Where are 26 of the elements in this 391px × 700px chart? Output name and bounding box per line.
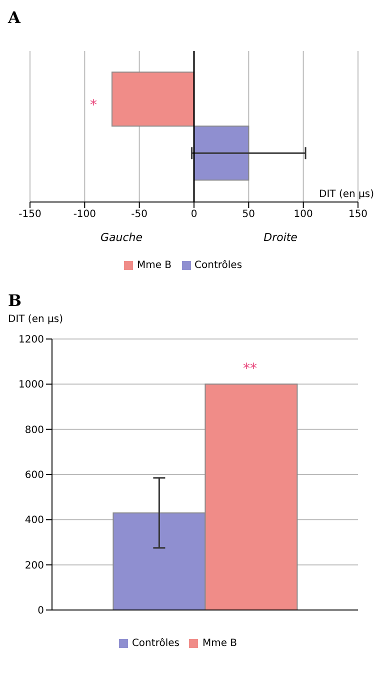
text: Droite — [264, 231, 298, 244]
legend-label: Contrôles — [132, 638, 180, 649]
x-tick-label: 150 — [348, 209, 368, 220]
x-axis-title: DIT (en µs) — [319, 189, 374, 200]
chart-title: A — [8, 8, 22, 27]
y-tick-label: 800 — [24, 424, 44, 436]
legend-label: Mme B — [202, 638, 238, 649]
x-tick-label: -50 — [131, 209, 148, 220]
legend-label: Mme B — [136, 260, 172, 271]
y-tick-label: 0 — [38, 606, 44, 617]
y-tick-label: 1000 — [18, 380, 44, 391]
y-tick-label: 400 — [24, 515, 44, 526]
y-tick-label: 200 — [24, 560, 44, 572]
annotation: ** — [243, 361, 257, 378]
x-tick-label: 0 — [190, 209, 198, 220]
annotation: * — [90, 97, 97, 114]
x-tick-label: -100 — [73, 209, 96, 220]
y-tick-label: 600 — [24, 470, 44, 482]
x-tick-label: -150 — [18, 209, 42, 220]
y-axis-title: DIT (en µs) — [8, 314, 64, 325]
chart-title: B — [8, 291, 23, 310]
text: Gauche — [100, 231, 143, 244]
x-tick-label: 50 — [242, 209, 256, 220]
y-tick-label: 1200 — [18, 334, 44, 346]
x-tick-label: 100 — [294, 209, 313, 220]
legend-label: Contrôles — [194, 260, 242, 271]
